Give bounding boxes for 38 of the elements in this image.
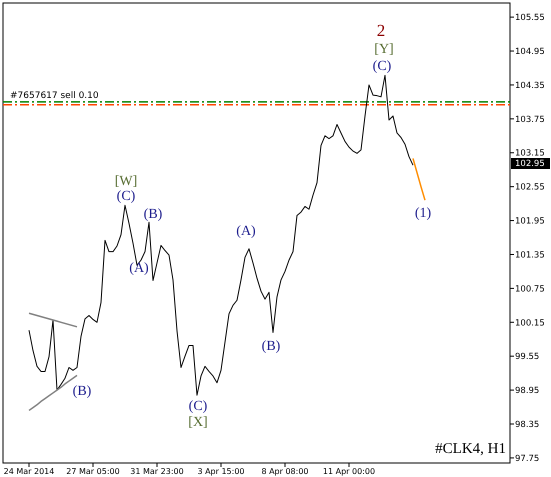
annotation: [Y] bbox=[374, 42, 394, 57]
y-tick-label: 101.95 bbox=[515, 216, 545, 227]
y-tick-label: 100.75 bbox=[515, 284, 545, 294]
annotation: (1) bbox=[414, 206, 432, 221]
annotation: (B) bbox=[144, 206, 163, 222]
annotation: (C) bbox=[188, 398, 208, 414]
annotation: (C) bbox=[372, 58, 392, 74]
y-tick-label: 98.35 bbox=[515, 420, 540, 430]
y-tick-label: 100.15 bbox=[515, 318, 545, 328]
x-tick-label: 24 Mar 2014 bbox=[4, 467, 54, 476]
annotation: [X] bbox=[188, 414, 208, 430]
x-tick-label: 3 Apr 15:00 bbox=[197, 467, 245, 476]
x-tick-label: 27 Mar 05:00 bbox=[66, 467, 120, 476]
y-tick-label: 105.55 bbox=[515, 13, 545, 24]
annotation: [W] bbox=[114, 174, 138, 189]
text: 102.95 bbox=[515, 158, 545, 169]
y-tick-label: 97.75 bbox=[515, 454, 540, 464]
x-tick-label: 11 Apr 00:00 bbox=[322, 467, 376, 476]
y-tick-label: 99.55 bbox=[515, 352, 540, 362]
y-tick-label: 98.95 bbox=[515, 386, 540, 396]
annotation: (C) bbox=[116, 188, 136, 204]
annotation: (B) bbox=[262, 338, 281, 354]
text: #CLK4, H1 bbox=[435, 441, 506, 457]
y-tick-label: 101.35 bbox=[515, 250, 545, 260]
annotation: (B) bbox=[72, 384, 92, 399]
y-tick-label: 103.75 bbox=[515, 114, 545, 125]
annotation: (A) bbox=[236, 224, 256, 239]
line-series bbox=[28, 312, 78, 328]
line-series bbox=[412, 158, 426, 201]
annotation: 2 bbox=[376, 20, 386, 40]
y-tick-label: 103.15 bbox=[515, 148, 545, 159]
ref-line-label: #7657617 sell 0.10 bbox=[10, 90, 99, 101]
x-tick-label: 8 Apr 08:00 bbox=[261, 467, 309, 476]
x-tick-label: 31 Mar 23:00 bbox=[130, 467, 184, 476]
y-tick-label: 102.55 bbox=[515, 182, 545, 193]
y-tick-label: 104.35 bbox=[515, 80, 545, 91]
annotation: (A) bbox=[129, 260, 150, 276]
y-tick-label: 104.95 bbox=[515, 47, 545, 58]
